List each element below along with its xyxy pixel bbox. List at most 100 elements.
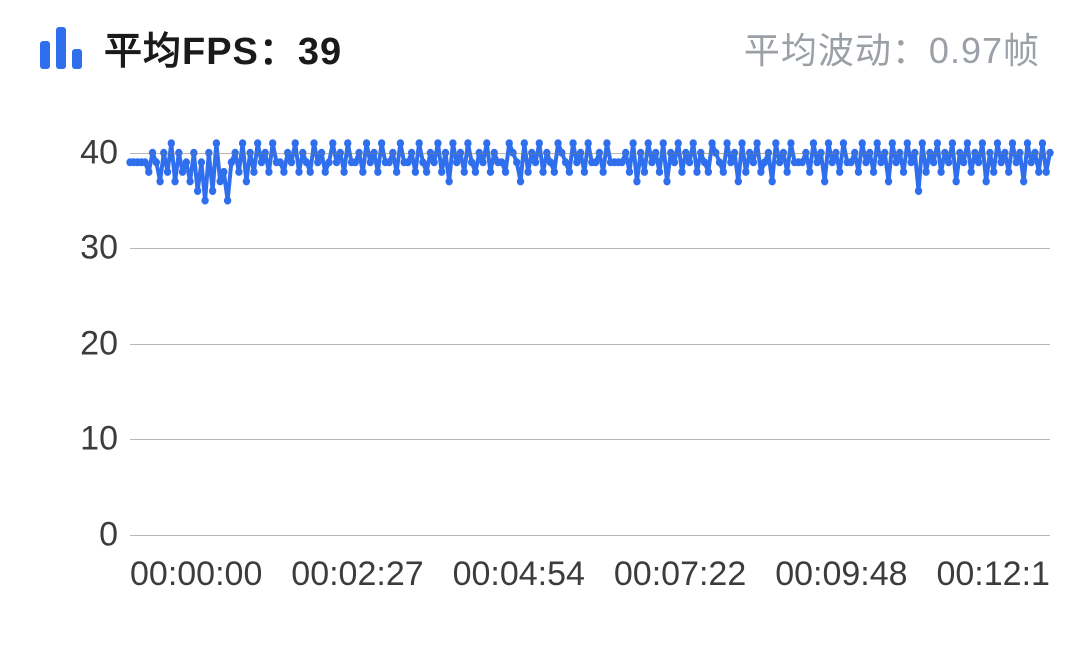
data-point [393,168,400,176]
grid-line [130,535,1050,536]
data-point [660,139,667,147]
data-point [153,158,160,166]
data-point [671,158,678,166]
data-point [821,177,828,185]
data-point [521,139,528,147]
y-tick-label: 40 [80,133,118,172]
data-point [1039,139,1046,147]
data-point [720,168,727,176]
y-tick-label: 20 [80,324,118,363]
data-point [404,158,411,166]
data-point [870,168,877,176]
data-point [216,177,223,185]
data-point [592,158,599,166]
data-point [254,139,261,147]
data-point [813,158,820,166]
data-point [265,168,272,176]
data-point [859,139,866,147]
data-point [708,139,715,147]
data-point [1009,139,1016,147]
data-point [979,139,986,147]
data-point [524,168,531,176]
data-point [198,158,205,166]
grid-line [130,344,1050,345]
line-chart-svg [130,105,1050,535]
data-point [329,139,336,147]
plot-area [130,105,1050,535]
data-point [483,139,490,147]
x-tick-label: 00:09:48 [775,555,907,594]
data-point [310,139,317,147]
data-point [934,139,941,147]
data-point [434,139,441,147]
data-point [727,158,734,166]
data-point [952,177,959,185]
data-point [445,177,452,185]
data-point [829,158,836,166]
data-point [517,177,524,185]
data-point [626,168,633,176]
data-point [648,158,655,166]
header-left: 平均FPS：39 [40,20,342,75]
data-point [678,168,685,176]
data-point [171,177,178,185]
data-point [716,158,723,166]
data-point [686,158,693,166]
data-point [156,177,163,185]
data-point [892,158,899,166]
data-point [423,168,430,176]
data-point [385,158,392,166]
chart-header: 平均FPS：39 平均波动：0.97帧 [30,20,1050,75]
data-point [201,197,208,205]
data-point [539,168,546,176]
data-point [325,158,332,166]
data-point [836,168,843,176]
data-point [599,168,606,176]
data-point [498,158,505,166]
fps-chart-panel: 平均FPS：39 平均波动：0.97帧 010203040 00:00:0000… [0,0,1080,666]
data-point [322,168,329,176]
data-point [723,139,730,147]
data-point [344,139,351,147]
data-point [757,168,764,176]
data-point [874,139,881,147]
data-point [374,168,381,176]
data-point [220,168,227,176]
data-point [303,158,310,166]
data-point [468,158,475,166]
data-point [847,158,854,166]
data-point [164,168,171,176]
data-point [168,139,175,147]
data-point [1035,168,1042,176]
avg-fps-title: 平均FPS：39 [104,20,342,75]
data-point [584,139,591,147]
data-point [183,158,190,166]
avg-fps-label: 平均FPS： [104,31,298,73]
data-point [960,158,967,166]
chart-area: 010203040 00:00:0000:02:2700:04:5400:07:… [30,105,1050,625]
data-point [1013,158,1020,166]
data-point [532,158,539,166]
data-point [967,168,974,176]
data-point [772,139,779,147]
grid-line [130,439,1050,440]
data-point [915,187,922,195]
data-point [1043,168,1050,176]
grid-line [130,153,1050,154]
data-point [581,168,588,176]
data-point [945,158,952,166]
data-point [502,168,509,176]
data-point [645,139,652,147]
data-point [415,139,422,147]
data-point [663,177,670,185]
data-point [464,139,471,147]
data-point [277,158,284,166]
data-point [333,158,340,166]
data-point [292,139,299,147]
x-axis: 00:00:0000:02:2700:04:5400:07:2200:09:48… [130,555,1050,594]
data-point [449,139,456,147]
data-point [487,168,494,176]
y-tick-label: 10 [80,420,118,459]
data-point [994,139,1001,147]
data-point [855,168,862,176]
